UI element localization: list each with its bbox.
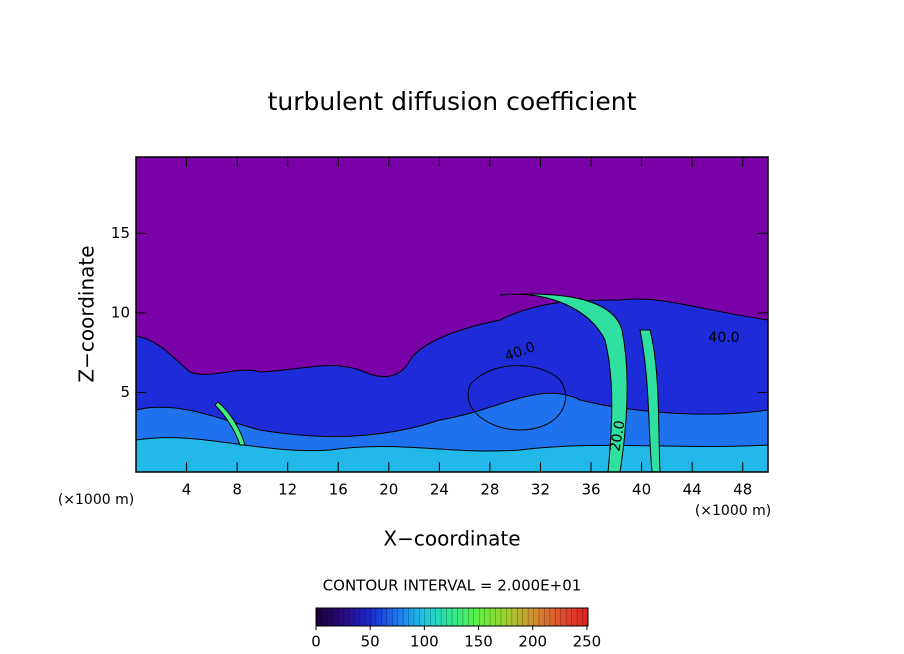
chart-title: turbulent diffusion coefficient	[268, 87, 637, 116]
x-tick-label: 44	[683, 481, 702, 499]
x-tick-label: 20	[379, 481, 398, 499]
y-tick-label: 15	[111, 224, 130, 242]
contour-label: 40.0	[708, 330, 739, 346]
colorbar-tick-label: 250	[573, 633, 602, 651]
field: 40.040.020.0	[136, 157, 768, 472]
colorbar-tick-label: 0	[311, 633, 321, 651]
x-tick-label: 40	[632, 481, 651, 499]
field-region	[499, 293, 628, 472]
contour-label: 20.0	[607, 419, 628, 452]
contour-line	[467, 365, 567, 431]
x-unit: (×1000 m)	[695, 503, 771, 519]
x-tick-label: 28	[480, 481, 499, 499]
y-axis-label: Z−coordinate	[75, 245, 99, 382]
colorbar-tick-label: 200	[518, 633, 547, 651]
x-tick-label: 32	[531, 481, 550, 499]
colorbar-tick-label: 50	[361, 633, 380, 651]
x-axis-label: X−coordinate	[383, 527, 520, 551]
y-tick-label: 10	[111, 303, 130, 321]
colorbar-tick-label: 100	[410, 633, 439, 651]
field-region	[639, 329, 661, 472]
x-tick-label: 24	[430, 481, 449, 499]
x-tick-label: 16	[329, 481, 348, 499]
x-tick-label: 4	[182, 481, 192, 499]
plot-frame	[135, 156, 769, 473]
field-region	[214, 401, 246, 446]
x-tick-label: 8	[232, 481, 242, 499]
x-unit: (×1000 m)	[58, 492, 134, 508]
colorbar-tick-label: 150	[464, 633, 493, 651]
x-tick-label: 48	[733, 481, 752, 499]
x-tick-label: 36	[581, 481, 600, 499]
y-tick-label: 5	[120, 383, 130, 401]
x-tick-label: 12	[278, 481, 297, 499]
contour-interval: CONTOUR INTERVAL = 2.000E+01	[323, 577, 582, 595]
